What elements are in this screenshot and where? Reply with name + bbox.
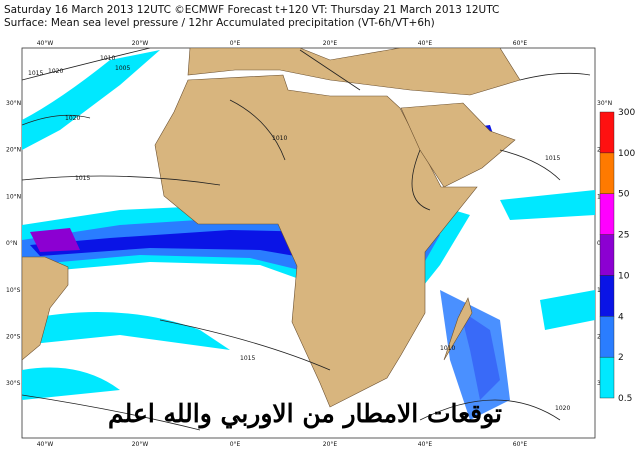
colorbar-segment [599, 316, 615, 358]
precip-area [22, 190, 595, 400]
land-arabia [400, 102, 516, 188]
lat-label: 30°N [6, 100, 21, 107]
land-south-america [22, 256, 69, 361]
isobar-label: 1010 [100, 55, 115, 62]
colorbar-segment [599, 356, 615, 399]
isobar-label: 1005 [115, 65, 130, 72]
lat-label: 0°N [6, 240, 17, 247]
land-africa [154, 74, 478, 408]
colorbar-segment [599, 193, 615, 235]
overlay-text: توقعات الامطار من الاوربي والله اعلم [108, 399, 502, 429]
colorbar-label: 300 [618, 108, 635, 118]
precip-area [22, 50, 160, 150]
lat-label: 20°N [6, 147, 21, 154]
isobar-label: 1020 [65, 115, 80, 122]
colorbar-segment [599, 234, 615, 276]
lon-label: 40°E [418, 40, 433, 47]
colorbar-segment [599, 111, 615, 154]
colorbar-segment [599, 152, 615, 194]
lon-label: 20°E [323, 40, 338, 47]
lat-label: 30°S [6, 380, 21, 387]
lon-label: 40°E [418, 441, 433, 448]
lon-label: 60°E [513, 441, 528, 448]
land-madagascar [443, 297, 473, 361]
map: 1020 1015 1010 1005 1020 1015 1010 1015 … [21, 47, 596, 439]
colorbar-label: 0.5 [618, 394, 632, 404]
isobar-label: 1020 [555, 405, 570, 412]
isobar-label: 1020 [48, 68, 63, 75]
isobar-label: 1015 [545, 155, 560, 162]
isobar-label: 1015 [240, 355, 255, 362]
lon-label: 20°W [132, 40, 149, 47]
isobar-label: 1010 [440, 345, 455, 352]
lon-label: 40°W [37, 40, 54, 47]
colorbar-label: 4 [618, 312, 624, 322]
isobar [22, 48, 591, 431]
lon-label: 40°W [37, 441, 54, 448]
colorbar-segment [599, 275, 615, 317]
lon-label: 0°E [230, 441, 241, 448]
colorbar-label: 2 [618, 353, 624, 363]
lat-label: 10°S [6, 287, 21, 294]
lon-label: 60°E [513, 40, 528, 47]
lat-label: 20°S [6, 334, 21, 341]
isobar-label: 1010 [272, 135, 287, 142]
title-line-2: Surface: Mean sea level pressure / 12hr … [4, 17, 435, 29]
colorbar-label: 50 [618, 190, 630, 200]
colorbar-label: 100 [618, 149, 635, 159]
colorbar-label: 25 [618, 231, 629, 241]
colorbar-label: 10 [618, 271, 630, 281]
lon-label: 20°W [132, 441, 149, 448]
lon-label: 20°E [323, 441, 338, 448]
isobar-label: 1015 [75, 175, 90, 182]
lat-label: 30°N [597, 100, 612, 107]
isobar-label: 1015 [28, 70, 43, 77]
lat-label: 10°N [6, 193, 21, 200]
title-line-1: Saturday 16 March 2013 12UTC ©ECMWF Fore… [4, 4, 499, 16]
lon-label: 0°E [230, 40, 241, 47]
